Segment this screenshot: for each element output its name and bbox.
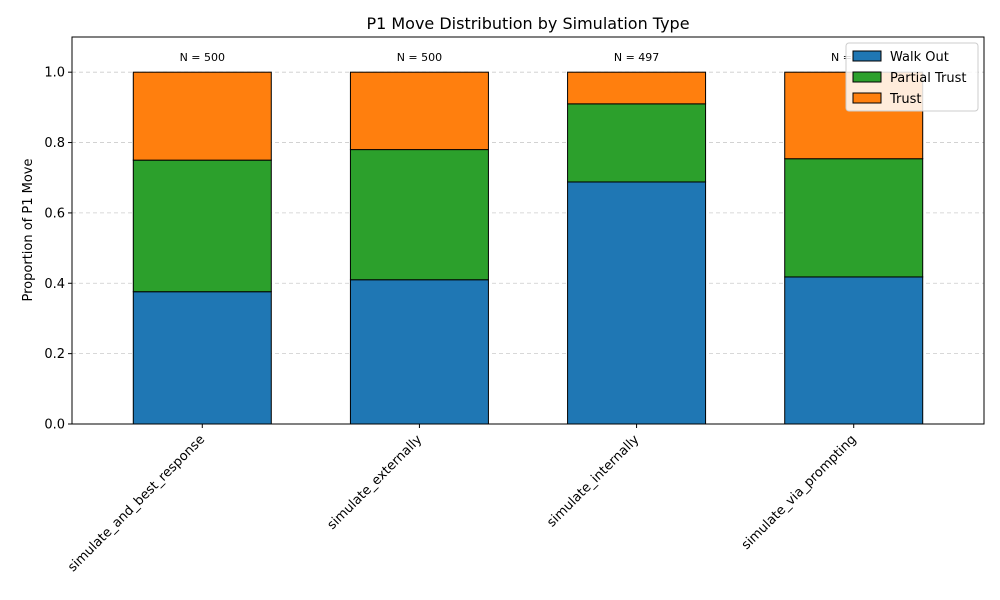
x-axis: simulate_and_best_response simulate_exter… — [65, 424, 860, 575]
x-tick-label: simulate_internally — [544, 432, 642, 530]
bar-segment — [567, 103, 707, 183]
y-tick-label: 0.4 — [44, 277, 65, 292]
x-tick-label: simulate_and_best_response — [65, 432, 208, 575]
y-tick-label: 0.0 — [44, 418, 65, 433]
n-annotation: N = 500 — [397, 51, 442, 64]
y-tick-label: 1.0 — [44, 66, 65, 81]
bar-segment — [349, 71, 489, 151]
x-tick-label: simulate_via_prompting — [739, 432, 860, 553]
n-annotation: N = 497 — [614, 51, 659, 64]
bar-segment — [132, 71, 272, 161]
legend-swatch — [852, 71, 882, 83]
bar-segment — [567, 181, 707, 425]
bar-segment — [784, 158, 924, 278]
bar-segment — [132, 291, 272, 425]
legend-swatch — [852, 50, 882, 62]
bar-segment — [784, 276, 924, 425]
legend-entry: Partial Trust — [890, 71, 966, 86]
n-annotation: N = 500 — [180, 51, 225, 64]
y-axis-label: Proportion of P1 Move — [21, 159, 36, 302]
legend-entry: Walk Out — [890, 50, 949, 65]
x-tick-label: simulate_externally — [325, 432, 426, 533]
chart-title: P1 Move Distribution by Simulation Type — [366, 14, 689, 33]
legend-swatch — [852, 92, 882, 104]
bars — [132, 71, 924, 425]
bar-segment — [132, 159, 272, 293]
bar-segment — [349, 279, 489, 425]
bar-segment — [567, 71, 707, 105]
y-axis: 0.0 0.2 0.4 0.6 0.8 1.0 — [44, 66, 72, 433]
legend: Walk Out Partial Trust Trust — [845, 42, 979, 112]
legend-entry: Trust — [889, 92, 921, 107]
plot-frame — [71, 36, 985, 425]
y-tick-label: 0.6 — [44, 206, 65, 221]
y-tick-label: 0.2 — [44, 347, 65, 362]
bar-segment — [349, 149, 489, 281]
y-tick-label: 0.8 — [44, 136, 65, 151]
